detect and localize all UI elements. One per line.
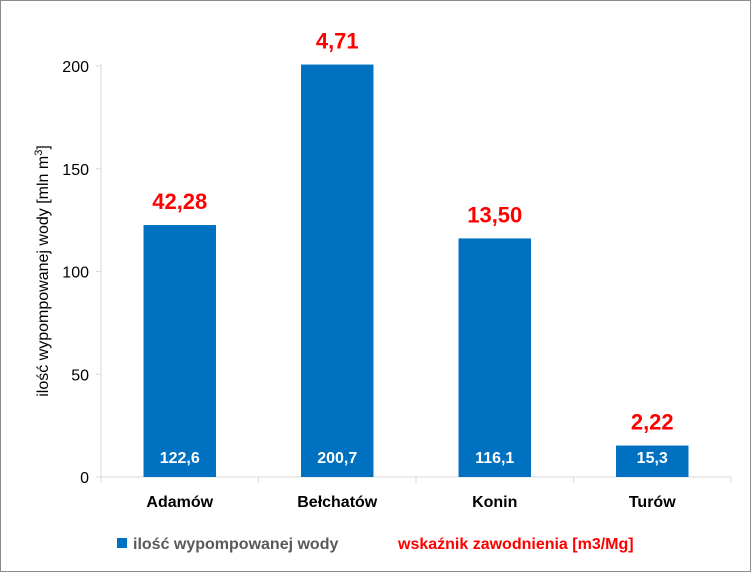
ratio-label: 4,71 <box>316 29 359 54</box>
data-labels: 122,6 42,28 200,7 4,71 116,1 13,50 15,3 2,22 <box>152 29 673 467</box>
y-tick-label: 0 <box>80 470 89 487</box>
bar-value-label: 116,1 <box>475 450 514 467</box>
x-tick-label: Konin <box>472 494 517 511</box>
legend-label-water: ilość wypompowanej wody <box>133 536 338 553</box>
bar <box>616 445 689 477</box>
y-tick-label: 50 <box>71 367 89 384</box>
x-tick-label: Bełchatów <box>297 494 378 511</box>
bar <box>143 225 216 477</box>
ratio-label: 13,50 <box>467 202 522 227</box>
x-axis: Adamów Bełchatów Konin Turów <box>100 476 732 511</box>
y-axis-label-sup: 3 <box>33 150 45 156</box>
y-axis: 0 50 100 150 200 <box>62 59 102 487</box>
y-axis-label-close: ] <box>35 145 52 149</box>
bar <box>458 238 531 477</box>
bar-value-label: 122,6 <box>160 450 200 467</box>
ratio-label: 42,28 <box>152 189 207 214</box>
y-tick-label: 200 <box>62 59 89 76</box>
bars <box>143 64 689 478</box>
bar <box>301 64 374 478</box>
bar-value-label: 200,7 <box>317 450 357 467</box>
y-tick-label: 100 <box>62 265 89 282</box>
x-tick-label: Turów <box>629 494 676 511</box>
y-axis-label-text: ilość wypompowanej wody [mln m <box>35 156 52 397</box>
legend-swatch-water <box>117 538 127 548</box>
bar-value-label: 15,3 <box>637 450 668 467</box>
legend-label-ratio: wskaźnik zawodnienia [m3/Mg] <box>397 536 634 553</box>
x-tick-label: Adamów <box>146 494 213 511</box>
legend: ilość wypompowanej wody wskaźnik zawodnie… <box>117 536 634 553</box>
y-axis-label: ilość wypompowanej wody [mln m3] <box>33 145 52 397</box>
ratio-label: 2,22 <box>631 410 674 435</box>
y-tick-label: 150 <box>62 162 89 179</box>
